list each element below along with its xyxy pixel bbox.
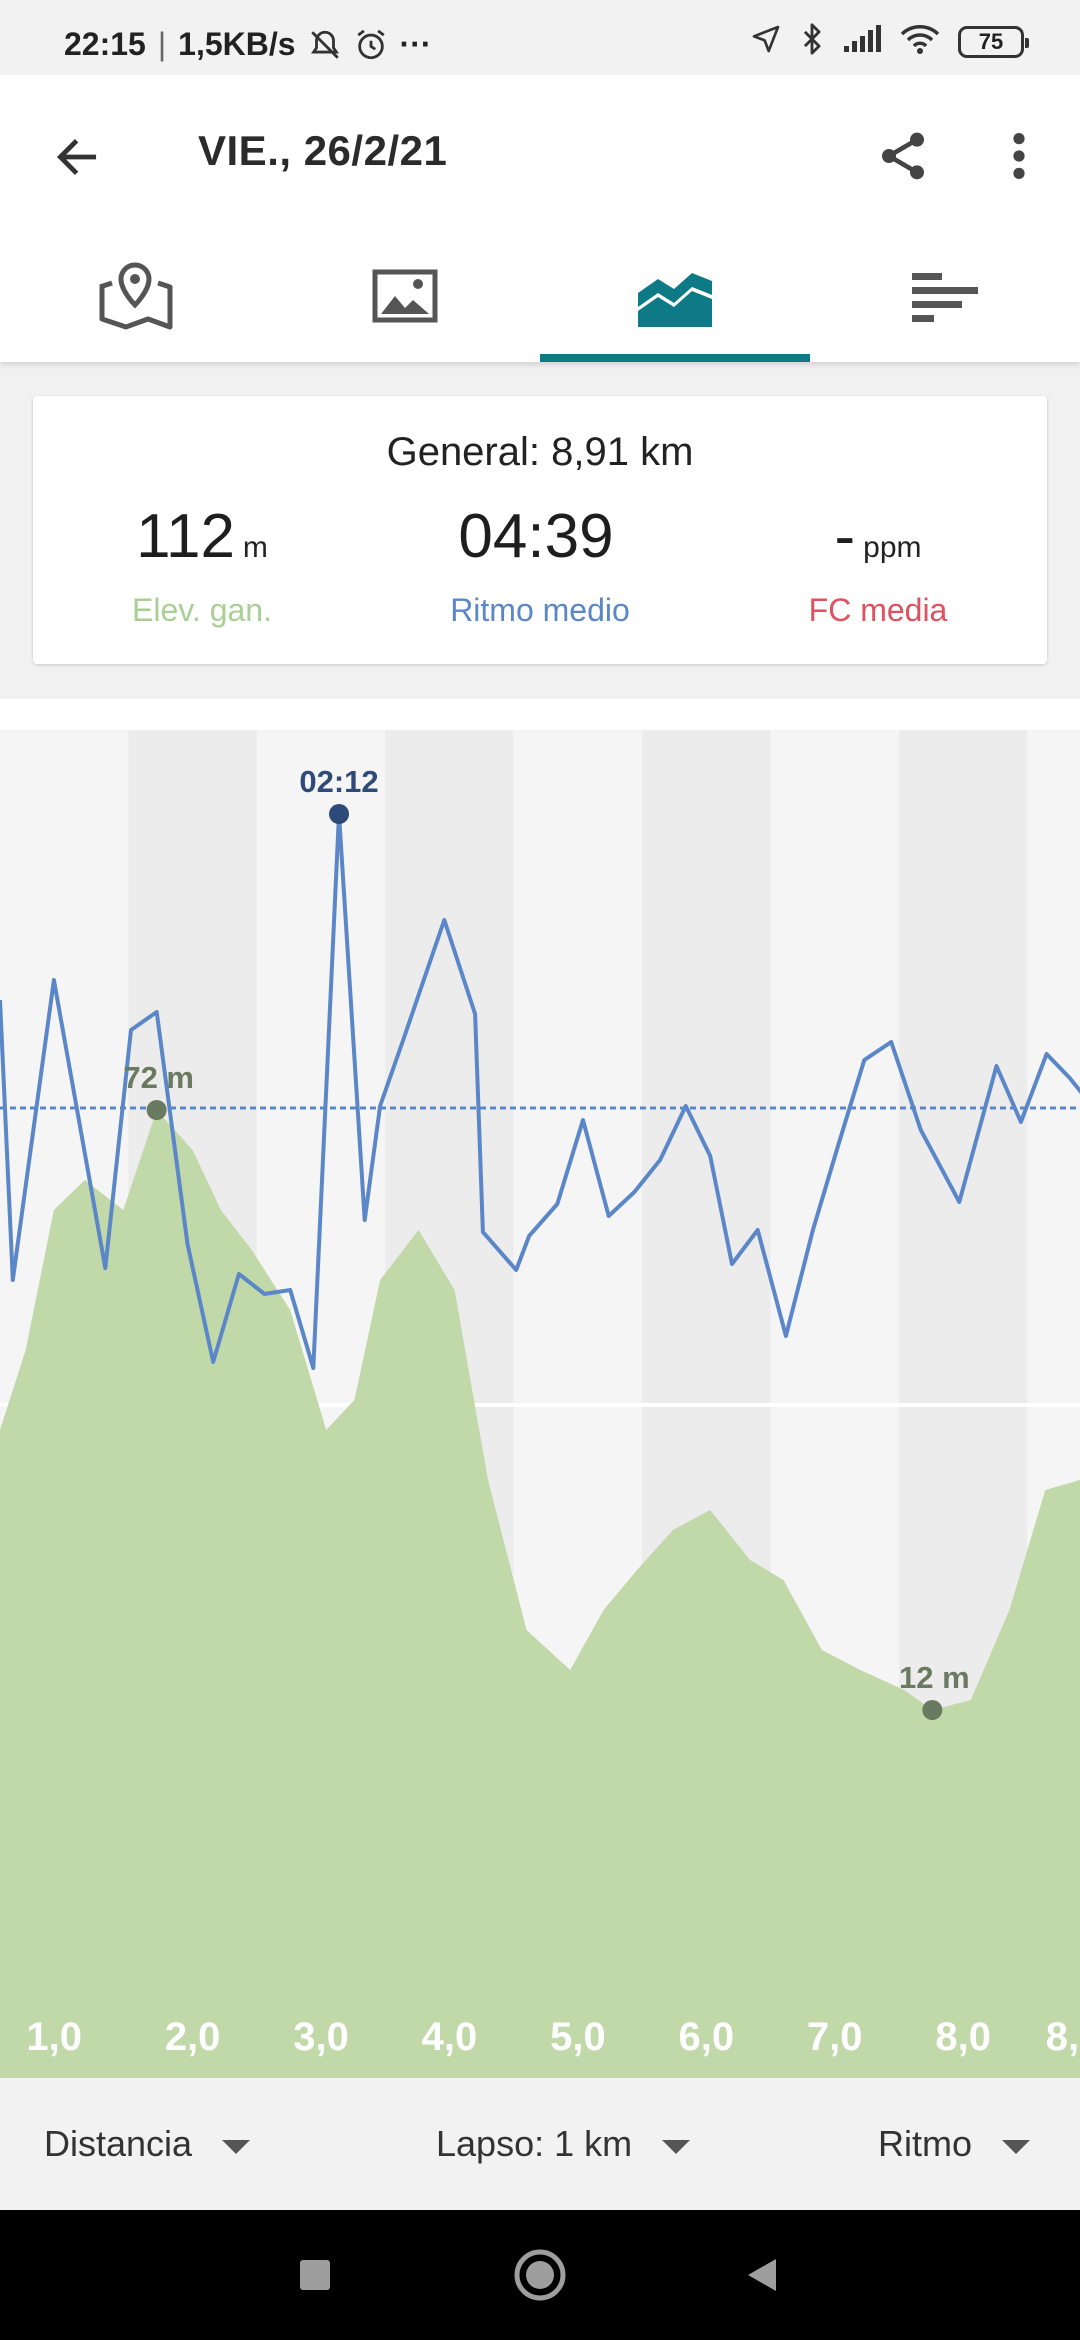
status-more: ··· [399, 26, 432, 62]
heart-rate-value: - [834, 502, 856, 571]
map-pin-icon [99, 262, 173, 330]
page-title: VIE., 26/2/21 [198, 127, 448, 174]
battery-icon: 75 [958, 25, 1029, 58]
x-tick-label: 1,0 [26, 2015, 82, 2059]
bluetooth-icon [800, 22, 824, 61]
chart-area[interactable]: 02:12 72 m 12 m 1,0 2,0 3,0 4,0 5,0 6,0 7,0 8,0 8… [0, 730, 1080, 2078]
back-button[interactable] [40, 120, 114, 194]
elevation-max-marker [146, 1100, 167, 1120]
triangle-back-icon [748, 2259, 776, 2291]
heart-rate-unit: ppm [863, 531, 922, 564]
elevation-label: Elev. gan. [132, 592, 272, 628]
x-axis-dropdown[interactable]: Distancia [44, 2078, 251, 2210]
share-button[interactable] [866, 119, 940, 193]
x-tick-label: 8,0 [935, 2015, 991, 2059]
metric-dropdown[interactable]: Ritmo [878, 2078, 1031, 2210]
status-bar: 22:15 | 1,5KB/s ··· 75 [0, 0, 1080, 75]
status-right: 75 [750, 22, 1029, 61]
alarm-icon [354, 28, 388, 62]
lap-label: Lapso: 1 km [436, 2123, 633, 2164]
tab-bar [0, 230, 1080, 362]
x-tick-label: 3,0 [293, 2015, 349, 2059]
status-left: 22:15 | 1,5KB/s ··· [64, 26, 432, 63]
stat-pace: 04:39 Ritmo medio [371, 506, 709, 629]
pace-line [0, 812, 1080, 1370]
summary-title: General: 8,91 km [386, 430, 694, 474]
x-tick-label: 7,0 [807, 2015, 863, 2059]
circle-icon [514, 2249, 566, 2301]
system-nav-bar [0, 2210, 1080, 2340]
status-time: 22:15 [64, 26, 146, 62]
elevation-unit: m [242, 531, 268, 564]
x-tick-label: 2,0 [165, 2015, 221, 2059]
tab-map[interactable] [0, 230, 270, 362]
app-bar: VIE., 26/2/21 [0, 75, 1080, 230]
share-icon [882, 132, 924, 180]
image-icon [372, 269, 438, 323]
elevation-min-marker [922, 1700, 943, 1720]
elevation-min-label: 12 m [899, 1660, 970, 1695]
metric-label: Ritmo [878, 2123, 973, 2164]
stat-elevation: 112 m Elev. gan. [33, 506, 371, 629]
elevation-area [0, 1110, 1080, 2078]
muted-bell-icon [308, 28, 342, 62]
more-vert-icon [1013, 133, 1025, 179]
tab-splits[interactable] [810, 230, 1080, 362]
tab-photos[interactable] [270, 230, 540, 362]
wifi-icon [900, 23, 940, 60]
x-tick-label: 8,9 [1046, 2015, 1080, 2059]
area-chart-icon [638, 273, 712, 327]
elevation-max-label: 72 m [123, 1060, 194, 1095]
dropdown-arrow-icon [222, 2140, 251, 2154]
pace-min-label: 02:12 [299, 764, 378, 799]
lap-dropdown[interactable]: Lapso: 1 km [436, 2078, 691, 2210]
recents-button[interactable] [285, 2245, 345, 2305]
battery-level: 75 [978, 28, 1004, 54]
status-net-speed: 1,5KB/s [178, 26, 296, 62]
signal-icon [842, 24, 882, 59]
x-tick-label: 4,0 [422, 2015, 478, 2059]
summary-area: General: 8,91 km 112 m Elev. gan. 04:39 R… [0, 362, 1080, 699]
summary-card: General: 8,91 km 112 m Elev. gan. 04:39 R… [33, 396, 1047, 664]
pace-label: Ritmo medio [450, 592, 630, 628]
dropdown-arrow-icon [662, 2140, 691, 2154]
more-options-button[interactable] [982, 119, 1056, 193]
bars-icon [912, 273, 978, 322]
elevation-value: 112 [136, 502, 235, 571]
x-tick-label: 5,0 [550, 2015, 606, 2059]
chart-controls: Distancia Lapso: 1 km Ritmo [0, 2078, 1080, 2210]
square-icon [300, 2260, 330, 2290]
x-axis-label: Distancia [44, 2123, 193, 2164]
location-arrow-icon [750, 23, 782, 60]
pace-value: 04:39 [458, 502, 614, 571]
stat-heart-rate: - ppm FC media [709, 506, 1047, 629]
x-tick-label: 6,0 [678, 2015, 734, 2059]
tab-charts[interactable] [540, 230, 810, 362]
back-nav-button[interactable] [732, 2245, 792, 2305]
pace-min-marker [329, 804, 350, 824]
arrow-left-icon [56, 139, 97, 175]
dropdown-arrow-icon [1002, 2140, 1031, 2154]
pace-elevation-chart[interactable]: 02:12 72 m 12 m 1,0 2,0 3,0 4,0 5,0 6,0 7,0 8,0 8… [0, 730, 1080, 2078]
status-separator: | [157, 26, 167, 62]
home-button[interactable] [510, 2245, 570, 2305]
heart-rate-label: FC media [808, 592, 948, 628]
